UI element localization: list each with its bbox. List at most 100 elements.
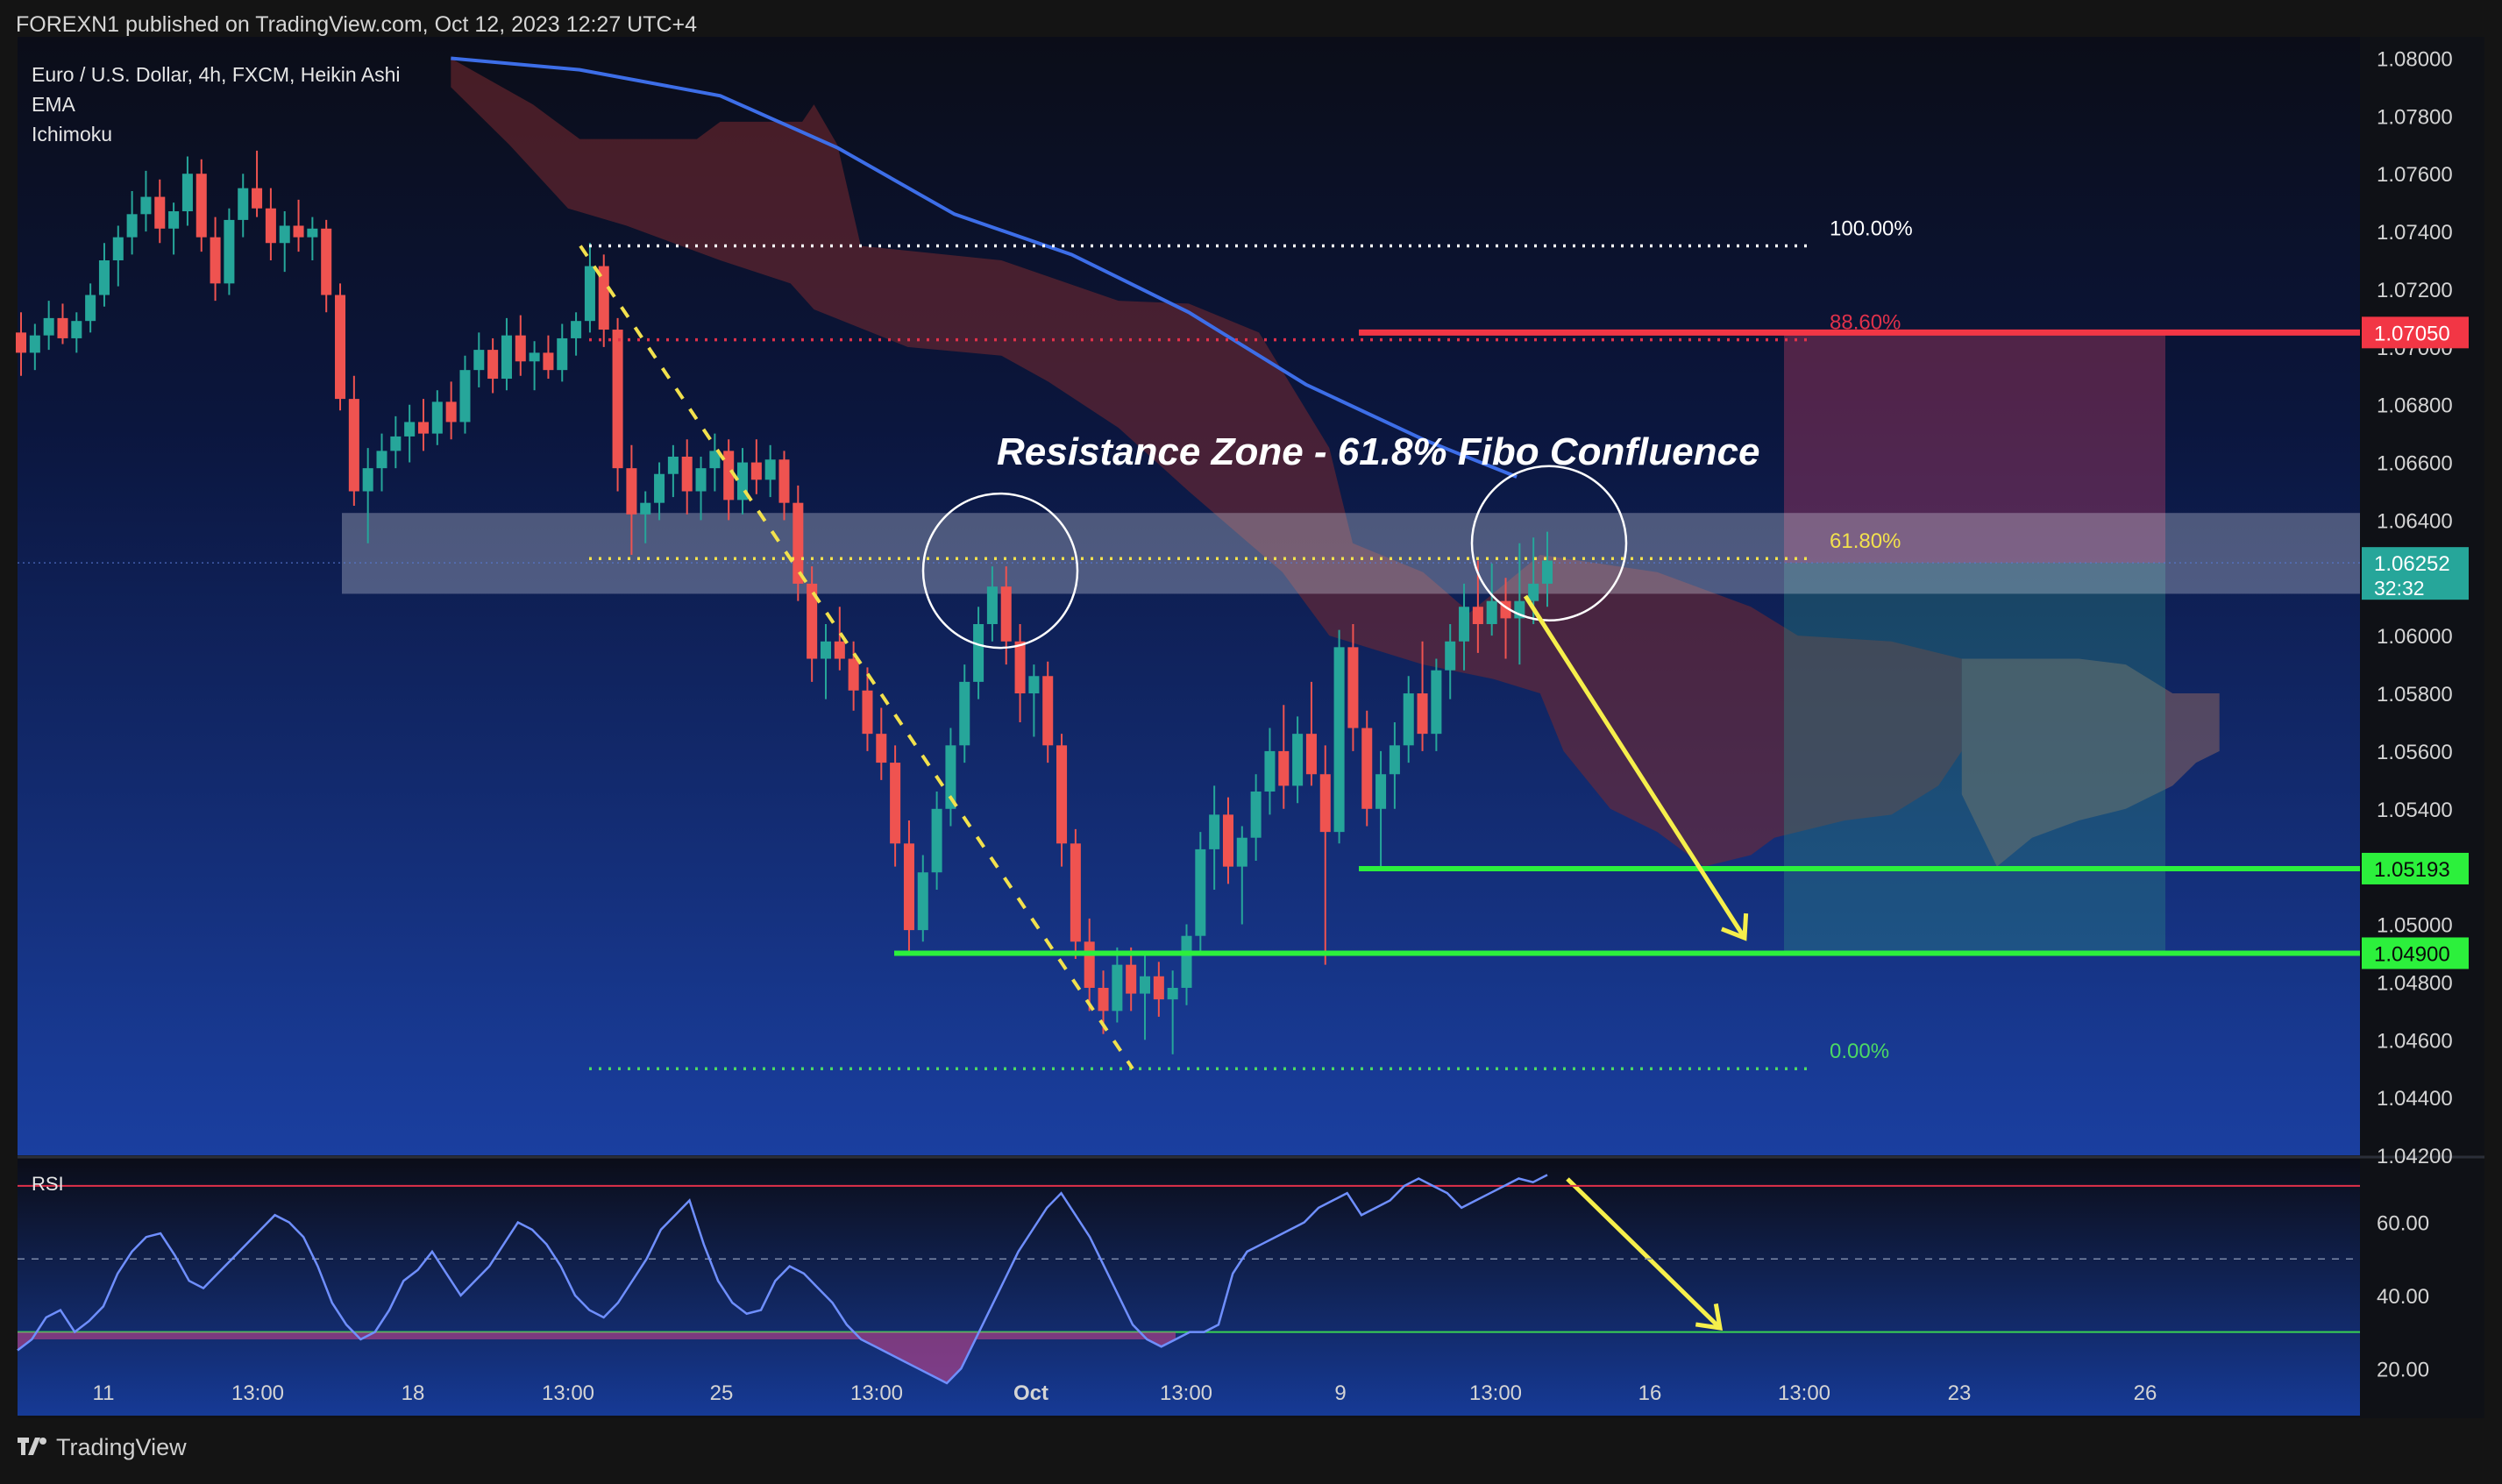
time-axis-tick: 13:00 <box>1469 1381 1522 1405</box>
candle <box>431 401 443 434</box>
time-axis-tick: 25 <box>710 1381 734 1405</box>
candle <box>654 473 665 503</box>
candle <box>376 451 387 469</box>
candle <box>584 266 595 322</box>
price-axis-tick: 1.04600 <box>2377 1029 2453 1053</box>
candle <box>1028 676 1040 694</box>
footer-brand: TradingView <box>56 1434 187 1460</box>
footer[interactable]: TradingView <box>18 1434 187 1461</box>
candle <box>793 502 804 584</box>
candle <box>1222 814 1233 867</box>
legend-ema[interactable]: EMA <box>32 93 75 116</box>
candle <box>335 295 346 400</box>
candle <box>279 225 290 244</box>
candle <box>1084 941 1095 988</box>
candle <box>1070 843 1081 942</box>
candle <box>417 422 430 434</box>
candle <box>85 295 96 322</box>
candle <box>1181 935 1192 988</box>
time-axis-tick: 13:00 <box>1160 1381 1212 1405</box>
candle <box>112 237 124 261</box>
candle <box>404 422 416 437</box>
price-axis-tick: 1.06600 <box>2377 452 2453 476</box>
price-axis-tick: 1.07400 <box>2377 221 2453 245</box>
fib-level-label: 0.00% <box>1830 1040 1889 1063</box>
candle <box>723 451 735 501</box>
price-axis-tick: 1.07800 <box>2377 105 2453 129</box>
time-axis-tick: 9 <box>1334 1381 1346 1405</box>
candle <box>945 745 956 809</box>
price-label-text: 1.06252 <box>2374 552 2450 576</box>
time-axis-tick: 26 <box>2134 1381 2157 1405</box>
candle <box>890 763 901 844</box>
rsi-forecast-arrow <box>1566 1177 1722 1330</box>
candle <box>807 583 818 659</box>
stop-loss-box <box>1784 332 2165 564</box>
candle <box>848 658 859 691</box>
candle <box>1278 750 1290 786</box>
candle <box>557 337 568 371</box>
time-axis-background <box>18 1416 2484 1418</box>
time-axis-tick: 13:00 <box>850 1381 903 1405</box>
candle <box>487 350 499 380</box>
candle <box>362 468 373 492</box>
price-label-badge <box>2362 852 2469 884</box>
candle <box>238 188 249 220</box>
fib-level-label: 61.80% <box>1830 529 1901 553</box>
candle <box>959 681 970 746</box>
candle <box>986 586 998 624</box>
time-axis-tick: 16 <box>1638 1381 1662 1405</box>
price-axis-tick: 1.04400 <box>2377 1087 2453 1111</box>
candle <box>820 641 831 659</box>
fib-level-label: 100.00% <box>1830 217 1913 241</box>
candle <box>1292 734 1304 786</box>
candle <box>1389 745 1400 775</box>
legend-ichimoku[interactable]: Ichimoku <box>32 123 113 146</box>
candle <box>598 266 609 330</box>
candle <box>1167 987 1178 1000</box>
candle <box>1014 641 1026 694</box>
candle <box>1112 964 1123 1012</box>
rsi-axis-tick: 40.00 <box>2377 1285 2429 1309</box>
candle <box>1417 693 1428 735</box>
candle <box>473 350 485 371</box>
tradingview-logo-icon <box>18 1434 47 1461</box>
rsi-pane-background <box>18 1159 2360 1416</box>
candle <box>445 401 457 422</box>
rsi-axis-background <box>2360 1159 2484 1416</box>
candle <box>29 335 40 353</box>
price-axis-tick: 1.08000 <box>2377 47 2453 71</box>
candle <box>626 468 637 515</box>
candle <box>293 225 304 238</box>
candle <box>43 317 54 336</box>
price-label-text: 1.07050 <box>2374 322 2450 345</box>
price-axis-tick: 1.05000 <box>2377 914 2453 938</box>
candle <box>876 734 887 763</box>
candle <box>181 174 193 212</box>
legend-symbol[interactable]: Euro / U.S. Dollar, 4h, FXCM, Heikin Ash… <box>32 63 401 86</box>
candle <box>1126 964 1137 994</box>
candle <box>1403 693 1414 746</box>
time-axis-tick: 18 <box>402 1381 425 1405</box>
candle <box>764 459 776 480</box>
price-label-badge <box>2362 316 2469 349</box>
candle <box>1319 774 1331 833</box>
price-axis-tick: 1.06800 <box>2377 394 2453 418</box>
candle <box>459 370 471 422</box>
candle <box>612 330 623 469</box>
candle <box>1305 734 1317 775</box>
highlight-circle-2 <box>1470 465 1628 622</box>
publish-info: FOREXN1 published on TradingView.com, Oc… <box>16 12 698 37</box>
time-axis-tick: 23 <box>1948 1381 1972 1405</box>
price-axis-tick: 1.07200 <box>2377 279 2453 302</box>
candle <box>71 321 82 338</box>
candle <box>543 352 554 371</box>
price-forecast-arrow-head <box>1721 912 1749 941</box>
rsi-legend[interactable]: RSI <box>32 1173 64 1195</box>
price-axis-tick: 1.05800 <box>2377 683 2453 706</box>
time-axis-tick: Oct <box>1013 1381 1048 1405</box>
candle <box>1153 976 1164 1000</box>
candle <box>834 641 845 659</box>
